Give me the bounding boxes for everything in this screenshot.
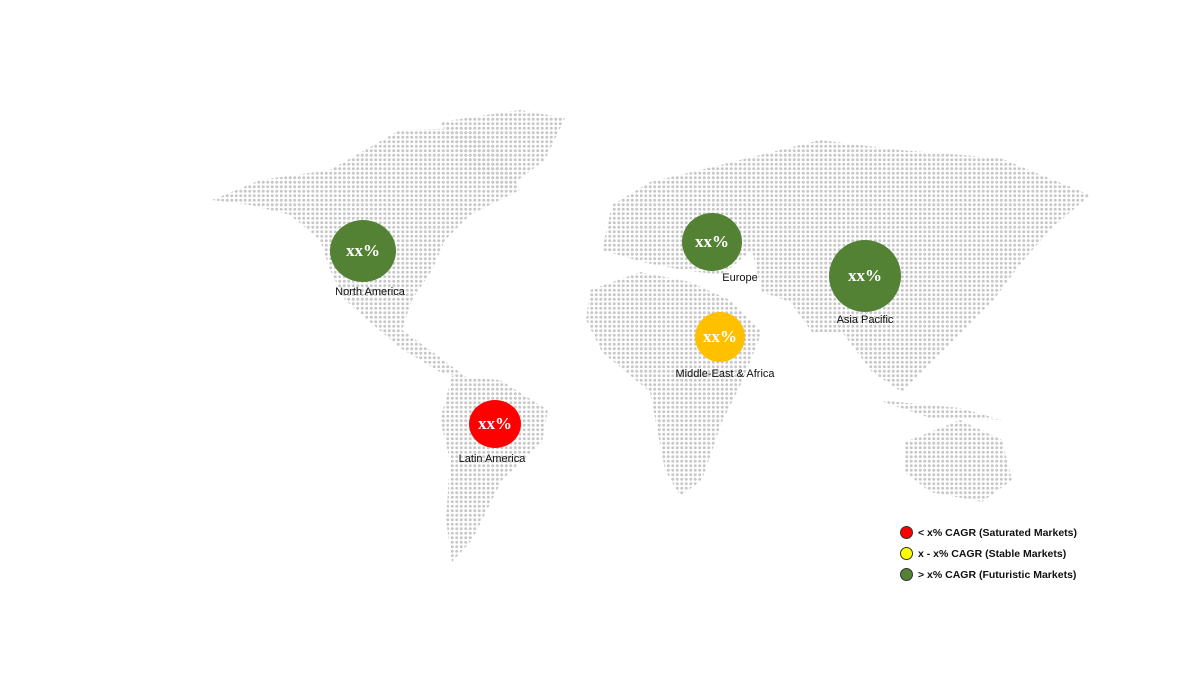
legend-label: x - x% CAGR (Stable Markets) <box>918 547 1067 560</box>
green-dot-icon <box>900 568 913 581</box>
asia-shape <box>740 140 1090 392</box>
australia-shape <box>905 420 1012 502</box>
greenland-shape <box>440 110 565 190</box>
legend-item-saturated: < x% CAGR (Saturated Markets) <box>900 522 1077 543</box>
legend-item-futuristic: > x% CAGR (Futuristic Markets) <box>900 564 1077 585</box>
south-america-shape <box>440 376 548 562</box>
label-latin-america: Latin America <box>458 453 526 465</box>
europe-shape <box>602 160 762 275</box>
yellow-dot-icon <box>900 547 913 560</box>
label-north-america: North America <box>335 286 405 298</box>
indonesia-shape <box>878 400 1002 420</box>
bubble-latin-america: xx% <box>469 400 521 448</box>
legend: < x% CAGR (Saturated Markets) x - x% CAG… <box>900 522 1077 585</box>
bubble-europe: xx% <box>682 213 742 271</box>
label-europe: Europe <box>722 272 758 284</box>
legend-label: > x% CAGR (Futuristic Markets) <box>918 568 1077 581</box>
bubble-middle-east-africa: xx% <box>695 312 745 362</box>
red-dot-icon <box>900 526 913 539</box>
africa-shape <box>586 272 762 496</box>
bubble-asia-pacific: xx% <box>829 240 901 312</box>
label-asia-pacific: Asia Pacific <box>836 314 894 326</box>
legend-label: < x% CAGR (Saturated Markets) <box>918 526 1078 539</box>
legend-item-stable: x - x% CAGR (Stable Markets) <box>900 543 1077 564</box>
bubble-north-america: xx% <box>330 220 396 282</box>
label-middle-east-africa: Middle-East & Africa <box>675 368 775 380</box>
